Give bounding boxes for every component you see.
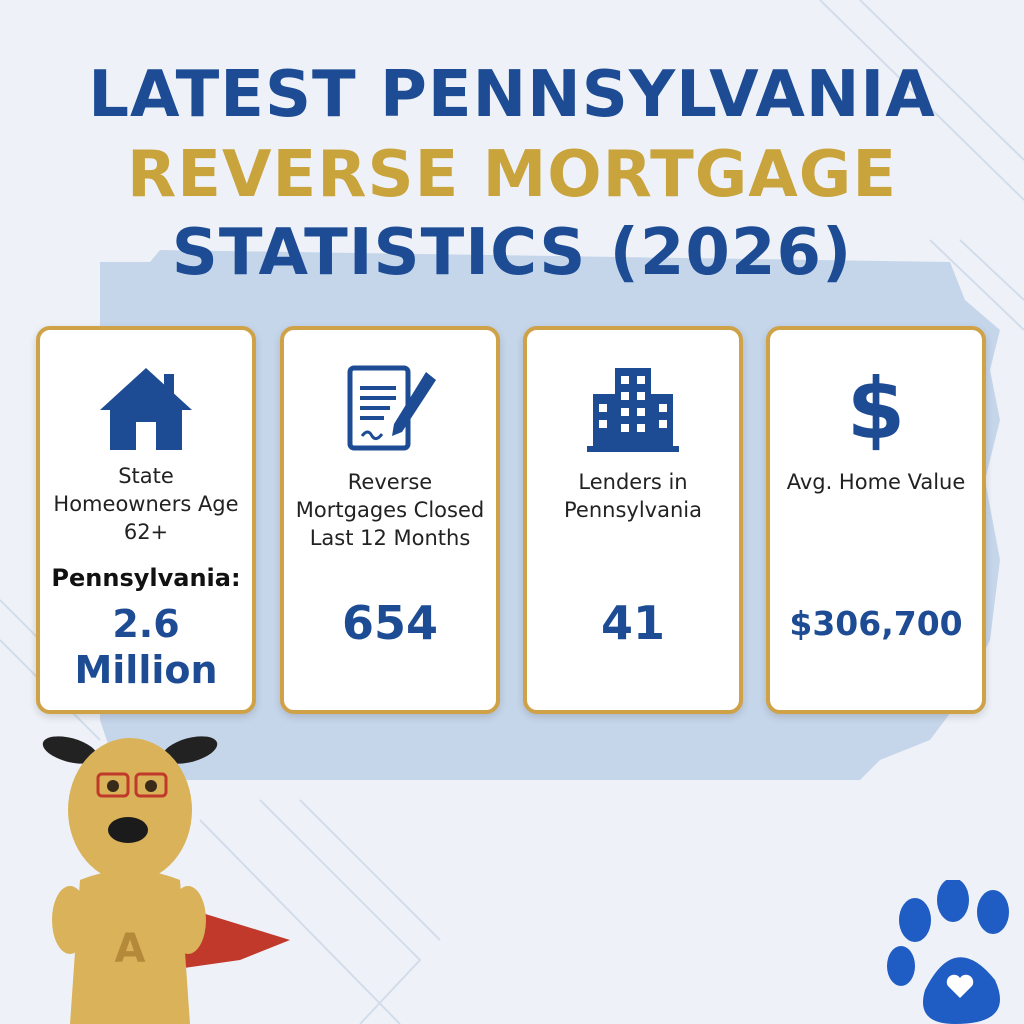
svg-text:A: A [115,926,146,972]
card-label: Lenders in Pennsylvania [564,470,702,522]
dog-mascot-illustration: A [42,736,290,1024]
card-value: 41 [600,596,665,650]
card-label: Reverse Mortgages Closed Last 12 Months [295,470,485,550]
title-line-1: LATEST PENNSYLVANIA [88,58,936,132]
stat-card-closed-mortgages: Reverse Mortgages Closed Last 12 Months … [280,326,500,714]
card-value: 2.6 [112,602,180,646]
card-value: 654 [341,596,439,650]
card-label: State Homeowners Age 62+ [53,464,239,544]
card-sublabel: Pennsylvania: [51,564,241,592]
signed-document-icon [284,364,496,454]
card-value-unit: Million [74,648,218,692]
title-line-2: REVERSE MORTGAGE [126,138,898,212]
stat-card-lenders: Lenders in Pennsylvania 41 [523,326,743,714]
office-building-icon [527,364,739,454]
dollar-sign-icon: $ [846,360,906,458]
house-icon [40,364,252,454]
paw-print-icon [887,880,1009,1024]
stat-card-home-value: $ Avg. Home Value $306,700 [766,326,986,714]
card-label: Avg. Home Value [786,470,966,494]
title-line-3: STATISTICS (2026) [171,216,853,290]
card-value: $306,700 [789,604,963,643]
stat-card-homeowners: State Homeowners Age 62+ Pennsylvania: 2… [36,326,256,714]
